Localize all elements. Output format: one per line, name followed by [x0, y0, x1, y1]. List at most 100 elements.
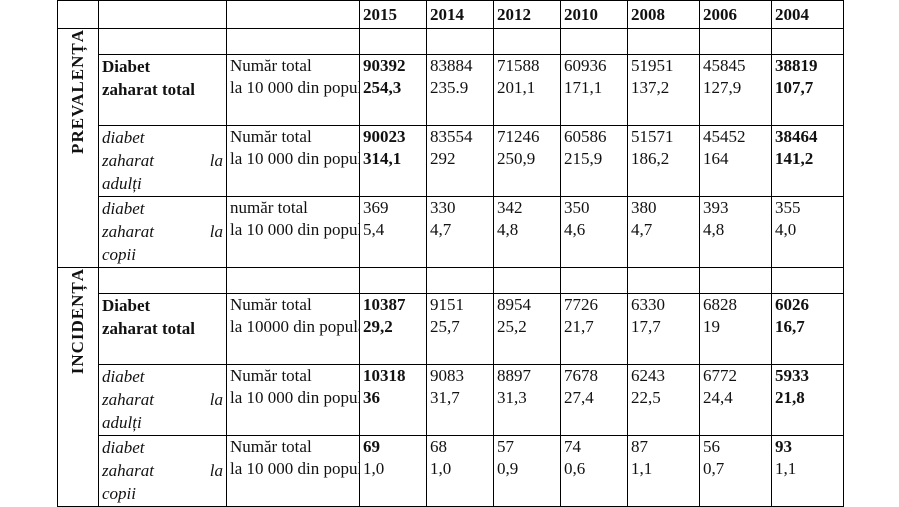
- spacer-cell: [560, 28, 628, 55]
- year-header: 2004: [771, 0, 844, 29]
- value-cell: 60586 215,9: [560, 125, 628, 197]
- data-value: 0,7: [703, 459, 725, 478]
- header-empty-cell: [98, 0, 227, 29]
- data-value: 24,4: [703, 388, 733, 407]
- data-value: 164: [703, 149, 729, 168]
- spacer-cell: [98, 267, 227, 294]
- group-label: diabet zaharat la adulți: [98, 364, 227, 436]
- data-value: 4,7: [631, 220, 653, 239]
- value-cell: 83884 235.9: [426, 54, 494, 126]
- data-value: 369: [363, 198, 389, 217]
- group-row: Diabet zaharat total Număr total la 10000 d…: [58, 293, 844, 365]
- value-cell: 10318 36: [359, 364, 427, 436]
- data-value: 292: [430, 149, 456, 168]
- metric-labels: Număr total la 10 000 din populație: [226, 435, 360, 507]
- data-value: 137,2: [631, 78, 670, 97]
- group-label-line: adulți: [102, 174, 142, 193]
- group-label-line: Diabet: [102, 57, 151, 76]
- value-cell: 69 1,0: [359, 435, 427, 507]
- metric-label: Număr total: [230, 437, 312, 456]
- year-header: 2006: [699, 0, 772, 29]
- data-value: 8954: [497, 295, 531, 314]
- section-title-cell: INCIDENȚA: [57, 267, 99, 507]
- data-value: 25,7: [430, 317, 460, 336]
- data-value: 38464: [775, 127, 818, 146]
- group-row: Diabet zaharat total Număr total la 10 000 …: [58, 54, 844, 126]
- year-header: 2015: [359, 0, 427, 29]
- value-cell: 93 1,1: [771, 435, 844, 507]
- data-value: 31,3: [497, 388, 527, 407]
- metric-label: la 10 000 din populație: [230, 459, 359, 478]
- data-value: 0,6: [564, 459, 586, 478]
- data-value: 69: [363, 437, 380, 456]
- data-value: 25,2: [497, 317, 527, 336]
- group-row: diabet zaharat la adulți Număr total la 10 0…: [58, 125, 844, 197]
- value-cell: 330 4,7: [426, 196, 494, 268]
- group-label-line: adulți: [102, 413, 142, 432]
- data-value: 10318: [363, 366, 406, 385]
- metric-labels: Număr total la 10000 din populație: [226, 293, 360, 365]
- table-body: PREVALENȚA Diabet zaharat total Număr total…: [57, 28, 844, 507]
- metric-label: Număr total: [230, 127, 312, 146]
- data-value: 9083: [430, 366, 464, 385]
- spacer-cell: [627, 267, 700, 294]
- spacer-cell: [98, 28, 227, 55]
- data-value: 6026: [775, 295, 809, 314]
- value-cell: 90023 314,1: [359, 125, 427, 197]
- diabetes-statistics-table: 2015 2014 2012 2010 2008 2006 2004 PREVA…: [57, 0, 844, 507]
- data-value: 83884: [430, 56, 473, 75]
- spacer-cell: [771, 28, 844, 55]
- data-value: 9151: [430, 295, 464, 314]
- spacer-cell: [359, 28, 427, 55]
- spacer-cell: [493, 267, 561, 294]
- value-cell: 380 4,7: [627, 196, 700, 268]
- value-cell: 45452 164: [699, 125, 772, 197]
- data-value: 83554: [430, 127, 473, 146]
- data-value: 7726: [564, 295, 598, 314]
- value-cell: 369 5,4: [359, 196, 427, 268]
- value-cell: 7726 21,7: [560, 293, 628, 365]
- data-value: 90023: [363, 127, 406, 146]
- data-value: 93: [775, 437, 792, 456]
- metric-label: număr total: [230, 198, 308, 217]
- group-label-line: copii: [102, 484, 136, 503]
- value-cell: 8897 31,3: [493, 364, 561, 436]
- data-value: 21,7: [564, 317, 594, 336]
- year-header: 2010: [560, 0, 628, 29]
- data-value: 215,9: [564, 149, 603, 168]
- data-value: 350: [564, 198, 590, 217]
- data-value: 6243: [631, 366, 665, 385]
- group-label-line: zaharat total: [102, 319, 196, 338]
- spacer-cell: [226, 28, 360, 55]
- data-value: 60586: [564, 127, 607, 146]
- data-value: 16,7: [775, 317, 805, 336]
- data-value: 57: [497, 437, 514, 456]
- metric-label: la 10 000 din populație: [230, 78, 359, 97]
- year-header: 2008: [627, 0, 700, 29]
- data-value: 250,9: [497, 149, 536, 168]
- data-value: 201,1: [497, 78, 536, 97]
- data-value: 355: [775, 198, 801, 217]
- data-value: 4,0: [775, 220, 797, 239]
- group-label-line: zaharat la: [102, 151, 223, 170]
- data-value: 31,7: [430, 388, 460, 407]
- data-value: 45452: [703, 127, 746, 146]
- data-value: 71588: [497, 56, 540, 75]
- data-value: 19: [703, 317, 720, 336]
- data-value: 107,7: [775, 78, 814, 97]
- group-row: diabet zaharat la copii Număr total la 10 00…: [58, 435, 844, 507]
- header-row: 2015 2014 2012 2010 2008 2006 2004: [57, 0, 844, 29]
- group-row: diabet zaharat la copii număr total la 10 00…: [58, 196, 844, 268]
- value-cell: 38464 141,2: [771, 125, 844, 197]
- group-label-line: zaharat total: [102, 80, 196, 99]
- data-value: 330: [430, 198, 456, 217]
- value-cell: 51571 186,2: [627, 125, 700, 197]
- data-value: 235.9: [430, 78, 469, 97]
- value-cell: 56 0,7: [699, 435, 772, 507]
- data-value: 0,9: [497, 459, 519, 478]
- data-value: 1,1: [631, 459, 653, 478]
- data-value: 342: [497, 198, 523, 217]
- spacer-cell: [627, 28, 700, 55]
- data-value: 4,7: [430, 220, 452, 239]
- metric-label: Număr total: [230, 295, 312, 314]
